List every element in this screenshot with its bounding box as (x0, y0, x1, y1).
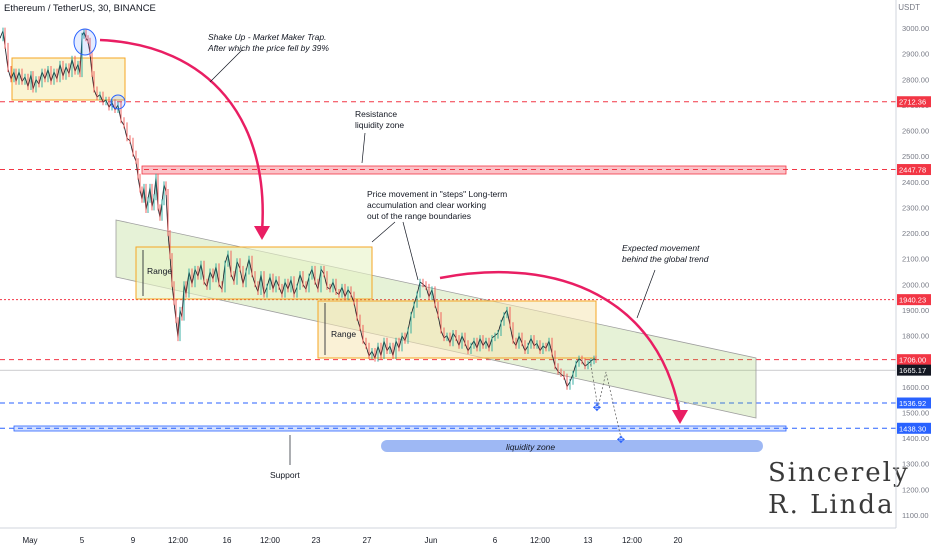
y-tick-label: 1600.00 (902, 383, 929, 392)
level-price-text: 1665.17 (899, 366, 926, 375)
projection-path (589, 359, 622, 439)
x-tick-label: 23 (312, 536, 321, 545)
y-tick-label: 2800.00 (902, 75, 929, 84)
support-text: Support (270, 470, 300, 480)
level-price-text: 1536.92 (899, 399, 926, 408)
y-tick-label: 1800.00 (902, 332, 929, 341)
level-price-tag (897, 96, 931, 108)
x-tick-label: 27 (363, 536, 372, 545)
support-zone[interactable] (13, 425, 787, 432)
level-price-tag (897, 364, 931, 376)
liquidity-zone[interactable] (381, 440, 763, 452)
level-price-tag (897, 422, 931, 434)
resistance-zone[interactable] (141, 165, 787, 175)
level-price-tag (897, 164, 931, 176)
x-tick-label: 12:00 (530, 536, 551, 545)
pink-arrow-2-head (672, 410, 688, 424)
x-tick-label: 9 (131, 536, 136, 545)
level-price-tag (897, 294, 931, 306)
x-tick-label: 6 (493, 536, 498, 545)
x-tick-label: 12:00 (260, 536, 281, 545)
target-marker-2: ✥ (617, 435, 625, 446)
signature-line-2: R. Linda (768, 490, 895, 520)
small-circle (110, 94, 126, 110)
y-tick-label: 2900.00 (902, 50, 929, 59)
y-tick-label: 1500.00 (902, 408, 929, 417)
x-tick-label: May (22, 536, 37, 545)
signature-line-1: Sincerely (768, 458, 910, 488)
x-tick-label: 20 (674, 536, 683, 545)
level-price-text: 1940.23 (899, 296, 926, 305)
x-tick-label: 12:00 (622, 536, 643, 545)
steps-text-1: Price movement in "steps" Long-term (367, 189, 507, 199)
y-tick-label: 2000.00 (902, 280, 929, 289)
drawing-zones (11, 57, 787, 452)
y-tick-label: 2200.00 (902, 229, 929, 238)
y-tick-label: 2300.00 (902, 203, 929, 212)
y-tick-label: 2400.00 (902, 178, 929, 187)
pointer-steps-a (371, 221, 396, 243)
pink-arrow-2 (439, 270, 682, 416)
price-series (0, 27, 597, 390)
pointer-steps-b (402, 221, 419, 281)
expected-text-2: behind the global trend (622, 254, 709, 264)
shakeup-circle (73, 28, 97, 56)
range-text-2: Range (331, 329, 356, 339)
y-tick-label: 2600.00 (902, 127, 929, 136)
range-box-2[interactable] (317, 300, 597, 359)
pink-arrow-1-head (254, 226, 270, 240)
pointer-expected (636, 269, 656, 319)
level-price-text: 1706.00 (899, 356, 926, 365)
pointer-resistance (361, 132, 366, 164)
y-tick-label: 2100.00 (902, 255, 929, 264)
currency-label: USDT (898, 3, 920, 12)
annotation-arrows: ✥ ✥ (73, 28, 688, 465)
level-price-tag (897, 354, 931, 366)
x-tick-label: 16 (223, 536, 232, 545)
range-text-1: Range (147, 266, 172, 276)
steps-text-2: accumulation and clear working (367, 200, 486, 210)
liquidity-zone-text: liquidity zone (506, 442, 555, 452)
x-tick-label: 12:00 (168, 536, 189, 545)
y-tick-label: 1900.00 (902, 306, 929, 315)
x-axis-ticks: May 5 9 12:00 16 12:00 23 27 Jun 6 12:00 13 12:00 20 (22, 536, 683, 545)
expected-text-1: Expected movement (622, 243, 700, 253)
shakeup-text-2: After which the price fell by 39% (207, 43, 329, 53)
resistance-text-2: liquidity zone (355, 120, 404, 130)
shakeup-text-1: Shake Up - Market Maker Trap. (208, 32, 326, 42)
level-price-tag (897, 397, 931, 409)
steps-text-3: out of the range boundaries (367, 211, 471, 221)
price-levels (0, 101, 896, 429)
level-price-text: 1438.30 (899, 424, 926, 433)
pink-arrow-1 (99, 38, 264, 233)
y-tick-label: 2500.00 (902, 152, 929, 161)
y-tick-label: 1400.00 (902, 434, 929, 443)
pointer-shakeup (209, 49, 243, 83)
x-tick-label: Jun (425, 536, 438, 545)
y-tick-label: 1100.00 (902, 511, 929, 520)
y-tick-label: 1300.00 (902, 460, 929, 469)
level-price-text: 2712.36 (899, 98, 926, 107)
annotation-texts: Shake Up - Market Maker Trap. After whic… (147, 32, 910, 520)
y-tick-label: 3000.00 (902, 24, 929, 33)
resistance-text-1: Resistance (355, 109, 397, 119)
level-price-text: 2447.78 (899, 166, 926, 175)
symbol-title: Ethereum / TetherUS, 30, BINANCE (4, 3, 156, 14)
y-tick-label: 1200.00 (902, 485, 929, 494)
x-tick-label: 5 (80, 536, 85, 545)
x-tick-label: 13 (584, 536, 593, 545)
target-marker-1: ✥ (593, 403, 601, 414)
